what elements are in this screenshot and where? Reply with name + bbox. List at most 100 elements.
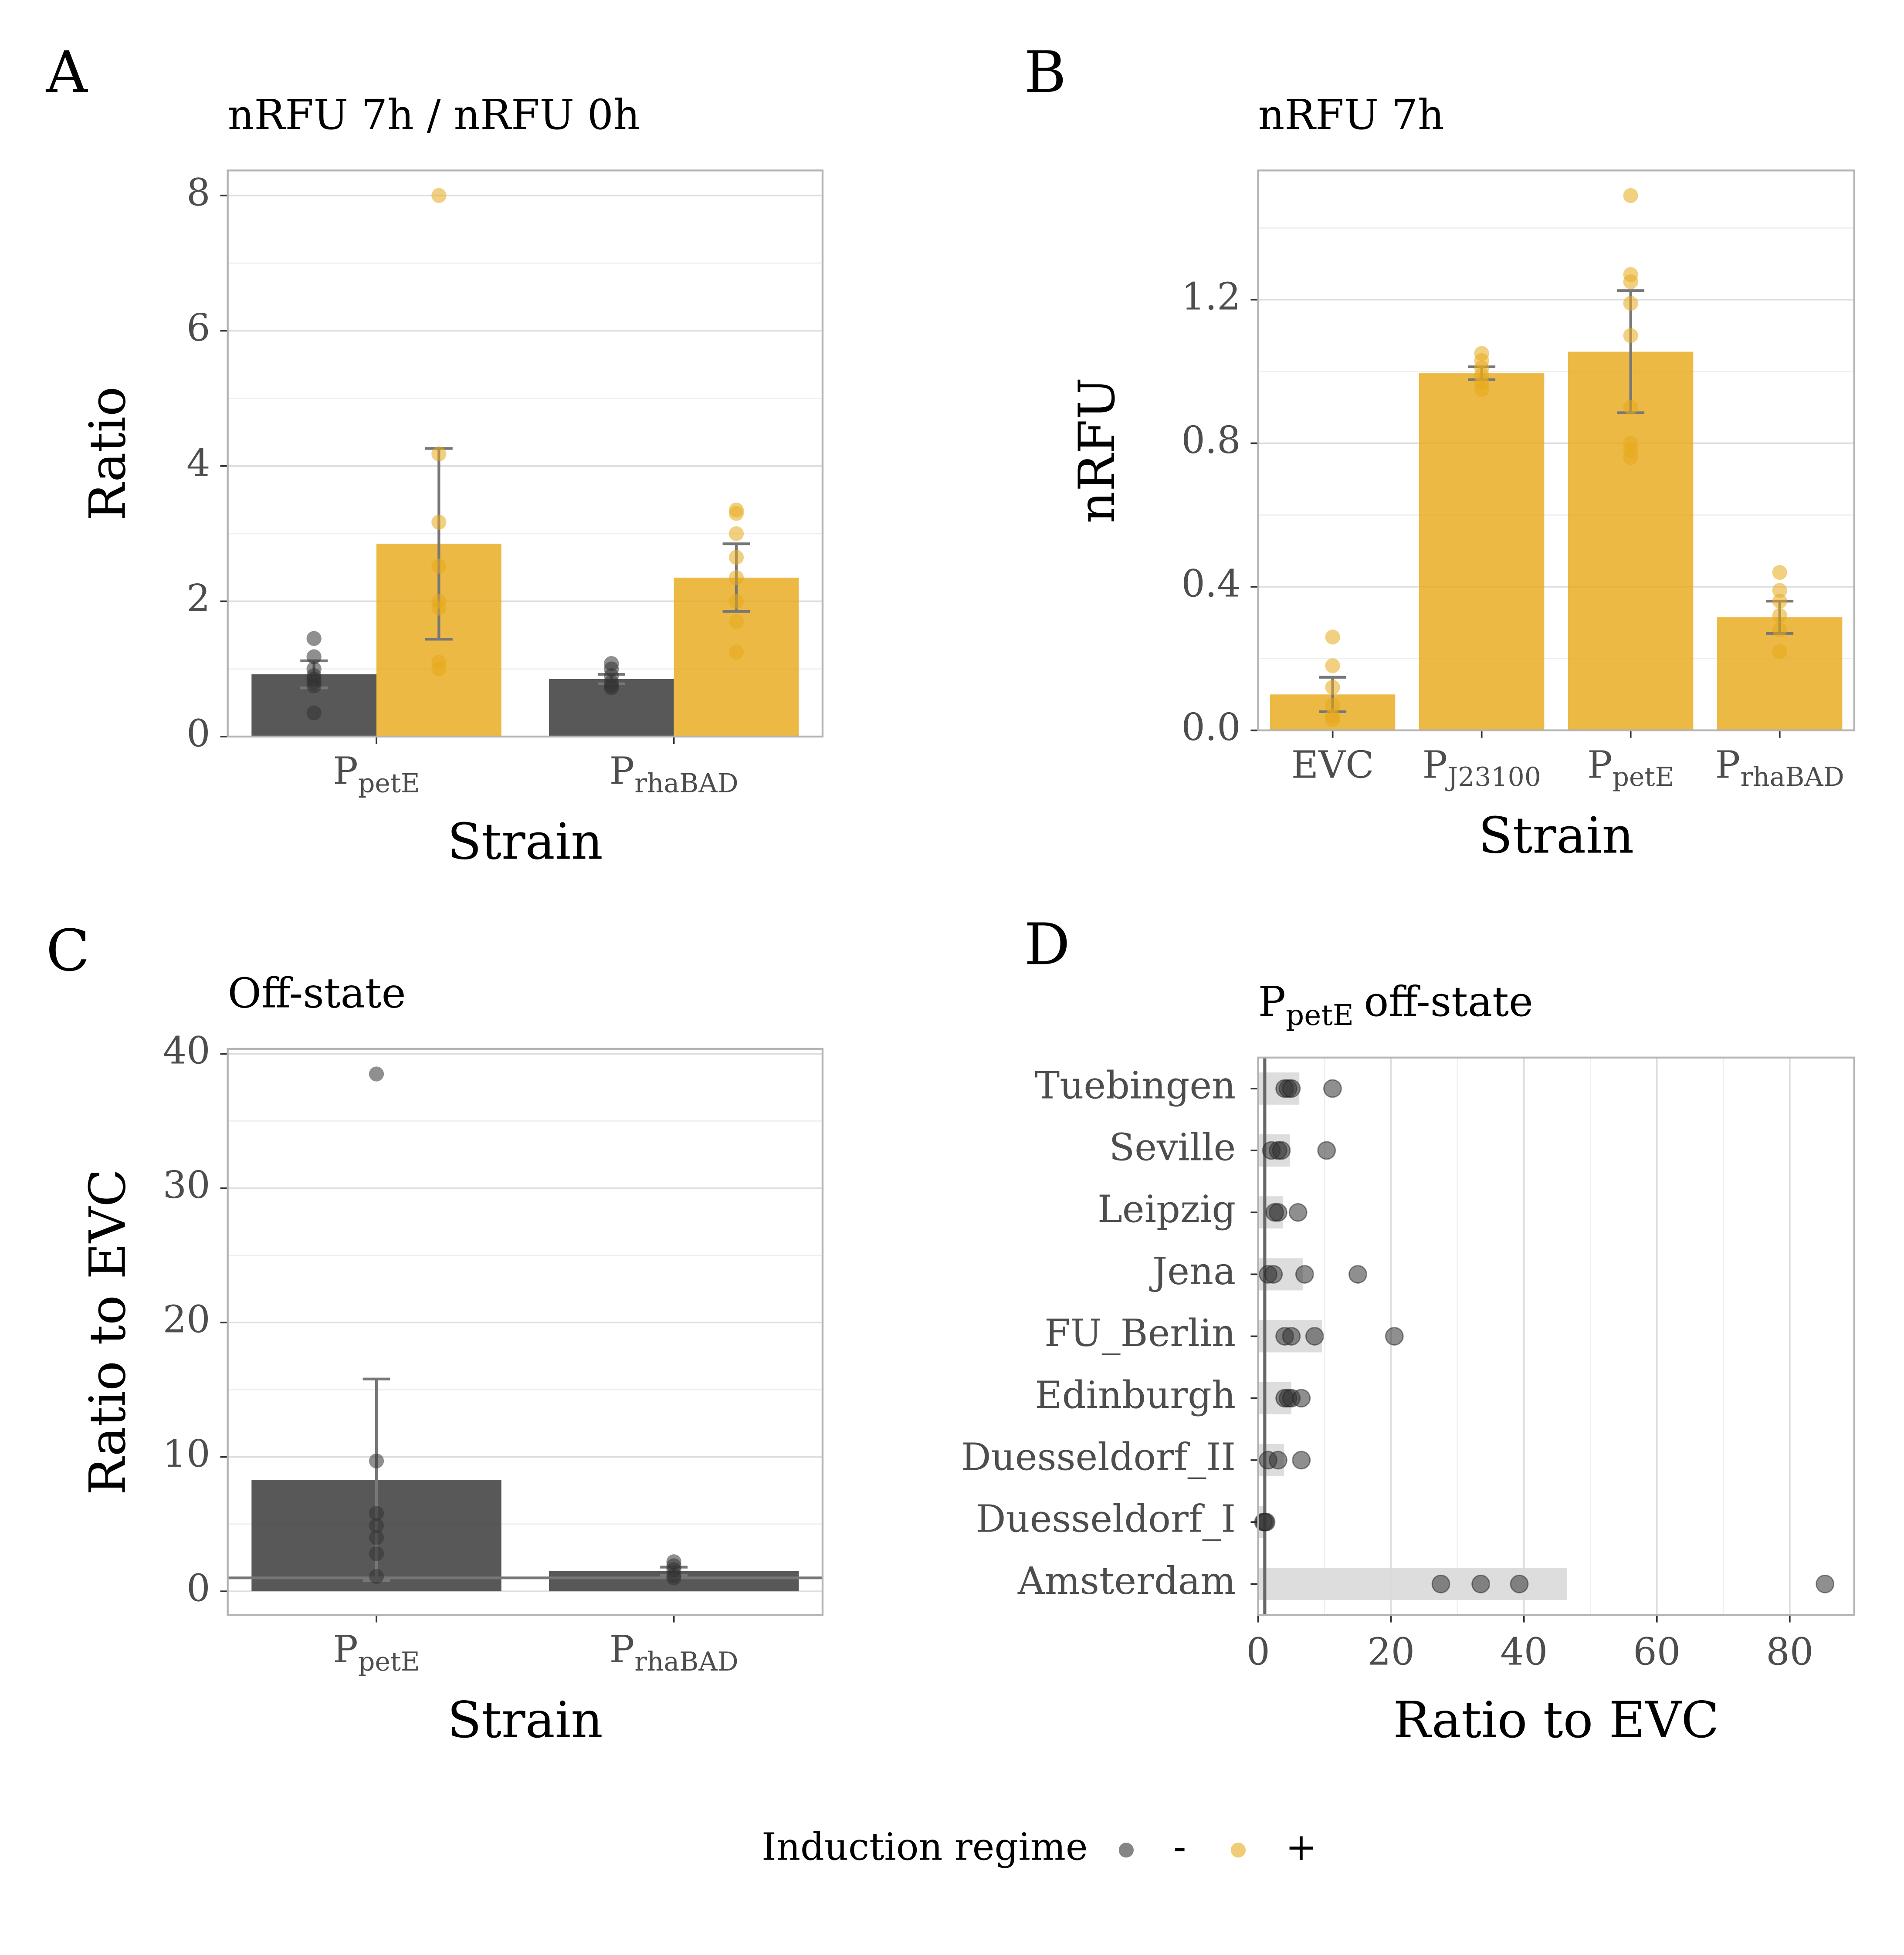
- data-point: [1257, 1512, 1276, 1532]
- legend-label: -: [1173, 1826, 1186, 1869]
- data-point: [1623, 399, 1638, 415]
- data-point: [1772, 644, 1787, 659]
- x-tick-label-sub: J23100: [1445, 762, 1541, 792]
- data-point: [1288, 1203, 1308, 1222]
- data-point: [1772, 583, 1787, 598]
- y-tick-label: 0: [186, 712, 210, 755]
- x-tick-label-main: P: [333, 1628, 358, 1671]
- data-point: [369, 1066, 384, 1082]
- data-point: [369, 1569, 384, 1584]
- data-point: [369, 1518, 384, 1533]
- plot-border: [227, 169, 824, 738]
- panel-label: D: [1024, 911, 1070, 978]
- data-point: [1623, 274, 1638, 289]
- data-point: [1292, 1389, 1311, 1408]
- data-point: [306, 678, 322, 693]
- data-point: [1323, 1079, 1342, 1098]
- data-point: [369, 1506, 384, 1521]
- data-point: [431, 514, 447, 530]
- x-tick-label-sub: rhaBAD: [1740, 762, 1844, 792]
- y-axis-title: Ratio to EVC: [79, 1169, 137, 1495]
- data-point: [1325, 712, 1340, 727]
- x-tick-label: 0: [1246, 1630, 1270, 1674]
- data-point: [306, 705, 322, 720]
- x-tick-label: PrhaBAD: [610, 1628, 739, 1677]
- plot-border: [1257, 1056, 1855, 1616]
- y-axis-title: Ratio: [79, 386, 137, 521]
- bar: [1568, 352, 1694, 731]
- data-point: [1474, 382, 1489, 397]
- y-tick-label: 0: [186, 1567, 210, 1610]
- x-tick-label: PrhaBAD: [1715, 743, 1844, 792]
- x-tick-label-main: P: [1587, 743, 1613, 787]
- y-tick-label: Tuebingen: [1035, 1064, 1236, 1107]
- data-point: [604, 680, 619, 696]
- data-point: [1772, 565, 1787, 580]
- x-tick-label: PpetE: [333, 1628, 420, 1677]
- x-axis-title: Strain: [447, 813, 603, 871]
- data-point: [1305, 1327, 1324, 1346]
- data-point: [1325, 658, 1340, 673]
- data-point: [1295, 1265, 1314, 1284]
- data-point: [1268, 1203, 1287, 1222]
- data-point: [431, 446, 447, 462]
- data-point: [1623, 450, 1638, 465]
- data-point: [1385, 1327, 1404, 1346]
- x-tick-label: 40: [1500, 1630, 1548, 1674]
- data-point: [728, 550, 744, 565]
- data-point: [369, 1530, 384, 1545]
- x-tick-label: PpetE: [1587, 743, 1674, 792]
- x-tick-label-sub: petE: [358, 768, 420, 798]
- legend: Induction regime - +: [762, 1826, 1317, 1869]
- data-point: [728, 594, 744, 609]
- y-tick-label: Duesseldorf_I: [976, 1498, 1236, 1541]
- x-tick-label-main: P: [610, 749, 635, 793]
- data-point: [1264, 1265, 1283, 1284]
- data-point: [1510, 1574, 1529, 1593]
- panel-label: B: [1024, 39, 1067, 105]
- data-point: [728, 570, 744, 585]
- data-point: [728, 644, 744, 660]
- y-tick-label: 8: [186, 171, 210, 214]
- x-axis-title: Strain: [447, 1691, 603, 1749]
- y-tick-label: 2: [186, 577, 210, 620]
- data-point: [306, 649, 322, 664]
- y-tick-label: FU_Berlin: [1044, 1312, 1236, 1355]
- y-tick-label: 6: [186, 306, 210, 350]
- data-point: [1471, 1574, 1490, 1593]
- data-point: [1772, 593, 1787, 609]
- data-point: [1292, 1451, 1311, 1470]
- bar: [1419, 373, 1545, 731]
- legend-key: [1230, 1843, 1246, 1858]
- y-tick-label: 0.8: [1181, 419, 1240, 462]
- data-point: [1816, 1574, 1835, 1593]
- data-point: [1325, 680, 1340, 695]
- data-point: [728, 614, 744, 629]
- x-tick-label-main: P: [1422, 743, 1447, 787]
- x-tick-label: 20: [1367, 1630, 1415, 1674]
- x-tick-label: PpetE: [333, 749, 420, 798]
- x-tick-label-main: EVC: [1291, 743, 1374, 787]
- chart-title: nRFU 7h: [1258, 91, 1444, 139]
- data-point: [369, 1546, 384, 1561]
- x-tick-label-sub: rhaBAD: [634, 768, 739, 798]
- x-tick-label: PrhaBAD: [610, 749, 739, 798]
- x-axis-title: Strain: [1478, 806, 1634, 864]
- chart-title-rest: off-state: [1364, 978, 1533, 1026]
- x-tick-label-sub: petE: [1613, 762, 1674, 792]
- x-tick-label: 80: [1766, 1630, 1813, 1674]
- x-tick-label: PJ23100: [1422, 743, 1541, 792]
- data-point: [1272, 1141, 1291, 1160]
- data-point: [1282, 1327, 1301, 1346]
- x-tick-label-main: P: [610, 1628, 635, 1671]
- chart-title: Off-state: [228, 970, 406, 1017]
- x-tick-label-main: P: [333, 749, 358, 793]
- data-point: [431, 558, 447, 574]
- x-tick-label-main: P: [1715, 743, 1741, 787]
- y-tick-label: Edinburgh: [1035, 1373, 1236, 1417]
- y-tick-label: 1.2: [1181, 275, 1240, 318]
- legend-key: [1118, 1843, 1134, 1858]
- x-tick-label-sub: petE: [358, 1646, 420, 1677]
- y-tick-label: 0.4: [1181, 562, 1240, 606]
- data-point: [306, 631, 322, 646]
